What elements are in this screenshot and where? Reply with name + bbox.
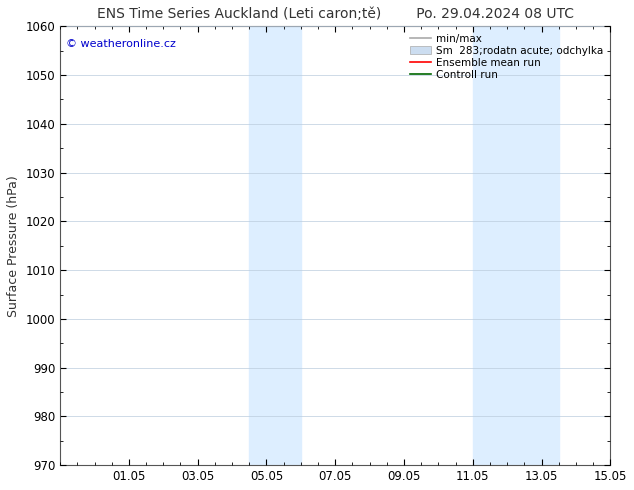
Bar [473,26,559,465]
Y-axis label: Surface Pressure (hPa): Surface Pressure (hPa) [7,175,20,317]
Legend: min/max, Sm  283;rodatn acute; odchylka, Ensemble mean run, Controll run: min/max, Sm 283;rodatn acute; odchylka, … [408,31,605,82]
Text: © weatheronline.cz: © weatheronline.cz [65,40,176,49]
Title: ENS Time Series Auckland (Leti caron;tě)        Po. 29.04.2024 08 UTC: ENS Time Series Auckland (Leti caron;tě)… [97,7,574,21]
Bar [249,26,301,465]
